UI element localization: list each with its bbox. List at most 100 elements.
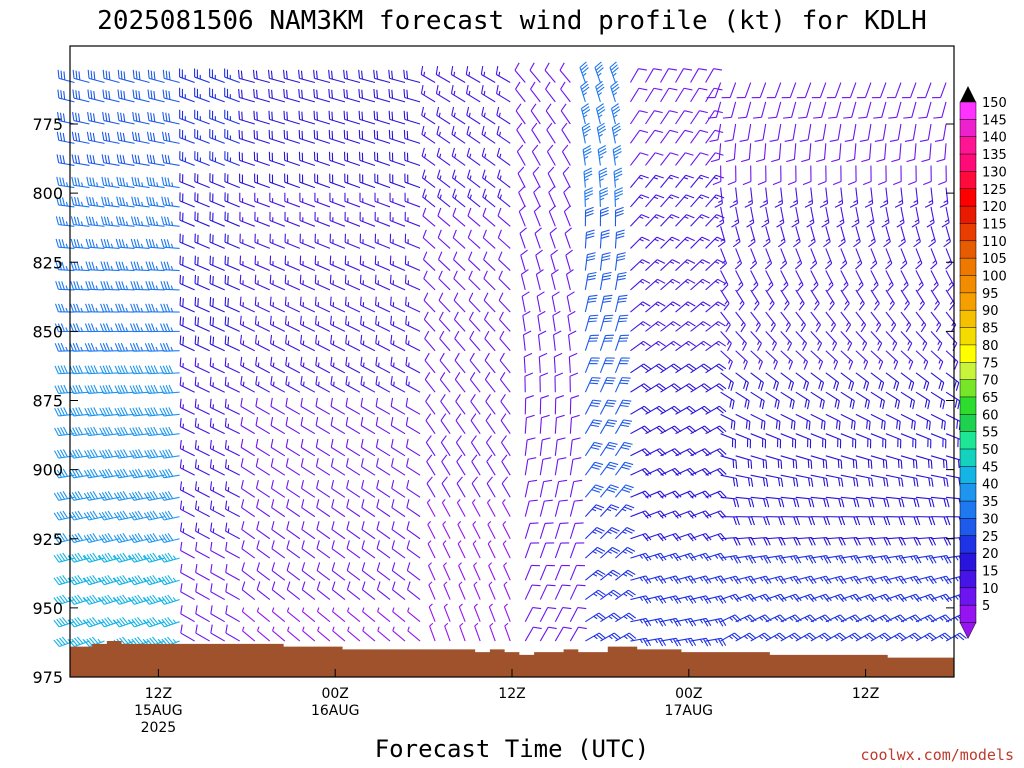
wind-barb [473,603,481,622]
wind-barb [645,129,664,144]
wind-barb-shaft [554,607,564,622]
wind-barb-shaft [330,263,346,272]
wind-barb-flag [63,90,66,100]
wind-barb [210,583,225,601]
wind-barb-flag [717,301,726,307]
wind-barb-flag [137,491,144,499]
wind-barb-flag [158,512,165,521]
wind-barb-shaft [423,300,436,313]
wind-barb [599,314,614,332]
wind-barb-flag [71,492,78,501]
wind-barb-shaft [103,224,120,227]
wind-barb-flag [615,206,624,211]
wind-barb-flag [77,575,84,583]
wind-barb-half-flag [498,112,501,118]
wind-barb-flag [330,458,334,467]
wind-barb-shaft [404,200,421,208]
wind-barb-shaft [389,118,406,125]
wind-barb-flag [99,408,105,417]
wind-barb [388,110,406,125]
wind-barb-flag [672,596,679,604]
wind-barb-half-flag [498,90,501,96]
wind-barb-flag [471,476,478,484]
wind-barb-flag [72,407,78,416]
wind-barb-flag [656,384,664,391]
wind-barb-flag [116,618,123,627]
wind-barb-half-flag [484,153,487,158]
wind-barb-flag [72,69,75,79]
wind-barb [406,562,421,581]
wind-barb-flag [717,534,724,542]
wind-barb-shaft [443,606,451,622]
wind-barb [194,173,210,189]
wind-barb-flag [62,449,68,458]
wind-barb [179,255,195,272]
wind-barb-shaft [376,570,391,581]
wind-barb-flag [137,132,141,142]
wind-barb [344,211,361,227]
wind-barb-shaft [705,152,716,166]
wind-barb-flag [147,89,150,99]
wind-barb-shaft [270,304,286,313]
wind-barb-flag [164,511,171,520]
wind-barb-flag [376,521,380,530]
wind-barb-half-flag [97,555,102,560]
wind-barb [373,129,391,144]
wind-barb [705,552,727,562]
wind-barb-shaft [73,120,90,125]
wind-barb-shaft [458,606,466,622]
wind-barb [443,603,451,622]
wind-barb [330,438,346,457]
wind-barb [584,206,594,227]
wind-barb-flag [74,553,81,561]
wind-barb-half-flag [257,381,260,387]
wind-barb [690,532,712,542]
wind-barb-shaft [330,342,346,352]
wind-barb [238,129,255,144]
wind-barb [160,323,180,333]
wind-barb-shaft [539,584,548,600]
wind-barb-flag [56,492,63,501]
wind-barb-flag [702,596,709,604]
wind-barb-half-flag [608,635,613,640]
wind-barb [705,68,723,83]
wind-barb-flag [610,80,618,88]
wind-barb [554,479,568,498]
wind-barb [391,479,406,498]
wind-barb [145,261,165,272]
wind-barb-flag [77,552,84,561]
wind-barb-flag [129,408,135,417]
wind-barb-flag [330,334,333,344]
wind-barb-flag [86,511,93,520]
wind-barb-flag [286,562,291,571]
wind-barb [600,612,622,623]
wind-barb-flag [103,281,108,290]
wind-barb-flag [149,177,153,186]
wind-barb [315,438,331,457]
wind-barb [566,291,575,313]
wind-barb-shaft [456,483,466,498]
wind-barb [315,397,331,415]
wind-barb-half-flag [584,197,590,201]
wind-barb [675,236,695,249]
wind-barb-flag [57,89,60,99]
wind-barb-shaft [705,278,718,291]
wind-barb-flag [599,187,608,192]
wind-barb-shaft [660,278,673,291]
wind-barb-flag [496,106,500,116]
wind-barb-half-flag [669,280,675,284]
wind-barb-flag [117,112,120,121]
wind-barb-half-flag [182,506,185,511]
wind-barb [299,315,316,332]
wind-barb-flag [267,69,270,79]
wind-barb [584,441,603,457]
wind-barb-half-flag [669,238,674,242]
wind-barb-shaft [515,110,526,125]
wind-barb-half-flag [488,562,493,567]
wind-barb-shaft [584,442,595,457]
wind-barb-flag [168,113,171,122]
wind-barb-flag [74,154,78,164]
wind-barb-flag [135,384,141,394]
wind-barb-flag [403,88,406,98]
wind-barb-shaft [194,365,210,374]
